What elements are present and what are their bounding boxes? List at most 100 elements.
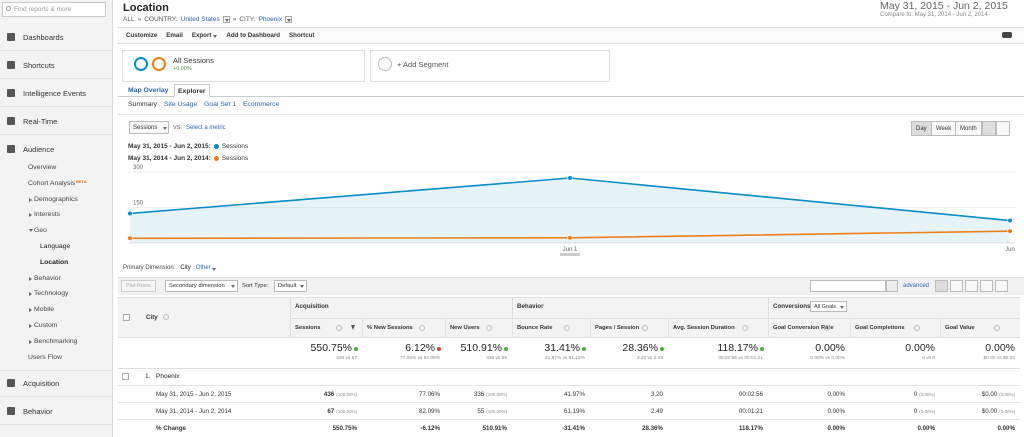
nav-subitem[interactable]: Users Flow: [28, 353, 62, 361]
nav-subitem[interactable]: Custom: [34, 322, 58, 329]
sub-tab[interactable]: Goal Set 1: [204, 101, 237, 108]
nav-item[interactable]: Real-Time: [23, 117, 58, 126]
dropdown-button[interactable]: [285, 16, 293, 23]
arrow-icon: [224, 19, 229, 22]
table-cell: 55 (100.00%): [445, 408, 512, 415]
table-cell: 0.00%: [768, 425, 850, 432]
column-header[interactable]: New Users: [450, 325, 480, 331]
sub-tab[interactable]: Site Usage: [164, 101, 198, 108]
nav-subitem[interactable]: Benchmarking: [34, 337, 78, 345]
table-cell: 41.97%: [512, 391, 590, 398]
advanced-link[interactable]: advanced: [903, 283, 930, 289]
table-cell: -31.41%: [512, 425, 590, 432]
sub-tab[interactable]: Summary: [128, 101, 158, 108]
metric-select[interactable]: Sessions: [129, 121, 169, 134]
data-point: [127, 210, 133, 217]
column-header[interactable]: Pages / Session: [595, 325, 640, 331]
view-mode-button[interactable]: [980, 280, 993, 292]
column-header[interactable]: Goal Value: [945, 325, 975, 331]
table-search-button[interactable]: [886, 280, 898, 292]
nav-item[interactable]: Shortcuts: [23, 61, 55, 70]
view-mode-button[interactable]: [935, 280, 948, 292]
cell-value: 510.91%: [482, 425, 507, 432]
cell-value: 0.00%: [827, 408, 845, 415]
add-segment[interactable]: + Add Segment: [397, 60, 449, 69]
cell-value: 00:01:21: [738, 408, 763, 415]
nav-item[interactable]: Acquisition: [23, 379, 60, 388]
date-range[interactable]: May 31, 2015 - Jun 2, 2015: [880, 0, 1008, 12]
view-tab[interactable]: Map Overlay: [128, 87, 169, 94]
header-checkbox[interactable]: [123, 314, 130, 321]
sort-indicator: [351, 325, 355, 330]
breadcrumb-root[interactable]: ALL: [123, 16, 135, 23]
nav-subitem[interactable]: Overview: [28, 164, 57, 171]
column-header[interactable]: % New Sessions: [367, 325, 413, 331]
toolbar-button[interactable]: Email: [166, 32, 183, 39]
summary-compare: 00:02:56 vs 00:01:21: [718, 356, 763, 361]
goal-select[interactable]: All Goals: [810, 301, 848, 312]
nav-subitem[interactable]: Technology: [34, 290, 69, 298]
dimension-label: Primary Dimension:: [123, 265, 176, 271]
view-mode-button[interactable]: [950, 280, 963, 292]
column-header[interactable]: Goal Completions: [855, 325, 905, 331]
nav-subitem[interactable]: Behavior: [34, 274, 61, 282]
chart-type-button[interactable]: [982, 121, 996, 136]
cell-value: 77.06%: [419, 391, 440, 398]
dimension-other[interactable]: Other: [196, 265, 217, 271]
nav-subitem[interactable]: Cohort Analysis: [28, 179, 76, 187]
nav-subitem[interactable]: Language: [40, 243, 71, 250]
table-cell: 0 (0.00%): [850, 391, 940, 398]
nav-subitem[interactable]: Geo: [34, 227, 47, 235]
dropdown-button[interactable]: [222, 16, 230, 23]
cell-value: 00:02:56: [738, 391, 763, 398]
compare-metric-link[interactable]: Select a metric: [186, 125, 226, 131]
chart-type-button[interactable]: [996, 121, 1010, 136]
sort-type-select[interactable]: Default: [274, 280, 307, 292]
breadcrumb-value[interactable]: Phoenix: [258, 16, 283, 23]
nav-item[interactable]: Intelligence Events: [23, 89, 86, 98]
row-checkbox[interactable]: [122, 373, 129, 380]
city-name[interactable]: Phoenix: [156, 373, 180, 380]
nav-subitem[interactable]: Interests: [34, 211, 61, 219]
toolbar-button[interactable]: Customize: [126, 32, 158, 39]
column-header[interactable]: Sessions: [295, 325, 321, 331]
column-header[interactable]: Bounce Rate: [517, 325, 553, 331]
header-separator: [118, 27, 1024, 28]
sub-tab[interactable]: Ecommerce: [243, 101, 280, 108]
toolbar-button[interactable]: Add to Dashboard: [226, 32, 281, 39]
nav-item[interactable]: Dashboards: [23, 33, 64, 42]
help-icon: [336, 325, 342, 331]
nav-subitem[interactable]: Mobile: [34, 306, 55, 314]
sort-type-value: Default: [278, 283, 297, 289]
view-tab[interactable]: Explorer: [174, 84, 210, 97]
plot-rows-button[interactable]: Plot Rows: [121, 280, 156, 292]
nav-subitem[interactable]: Location: [40, 258, 69, 266]
view-mode-button[interactable]: [995, 280, 1008, 292]
nav-item[interactable]: Behavior: [23, 407, 53, 416]
nav-item[interactable]: Audience: [23, 145, 55, 154]
interval-button[interactable]: Day: [911, 121, 932, 136]
trend-dot: [504, 347, 508, 351]
toolbar-button[interactable]: Export: [192, 32, 218, 39]
toolbar-items: Customize Email Export Add to Dashboard Shor…: [126, 32, 314, 39]
column-header[interactable]: Goal Conversion Rate: [773, 325, 834, 331]
view-mode-button[interactable]: [965, 280, 978, 292]
secondary-dimension-select[interactable]: Secondary dimension: [165, 280, 238, 292]
data-point: [567, 175, 573, 181]
cell-value: 3.20: [650, 391, 663, 398]
table-cell: 510.91%: [445, 425, 512, 432]
search-box[interactable]: [2, 2, 106, 17]
summary-compare: 0 vs 0: [922, 356, 935, 361]
segment-box[interactable]: [370, 50, 610, 82]
column-header[interactable]: City: [146, 314, 158, 321]
breadcrumb-value[interactable]: United States: [180, 16, 220, 23]
interval-button[interactable]: Week: [931, 121, 957, 136]
table-search-box[interactable]: [810, 280, 886, 292]
toolbar-button[interactable]: Shortcut: [289, 32, 315, 39]
help-icon: [824, 325, 830, 331]
column-header[interactable]: Avg. Session Duration: [673, 325, 735, 331]
interval-button[interactable]: Month: [955, 121, 982, 136]
toolbar: [118, 28, 1024, 44]
arrow-icon: [211, 268, 216, 271]
nav-subitem[interactable]: Demographics: [34, 195, 78, 203]
